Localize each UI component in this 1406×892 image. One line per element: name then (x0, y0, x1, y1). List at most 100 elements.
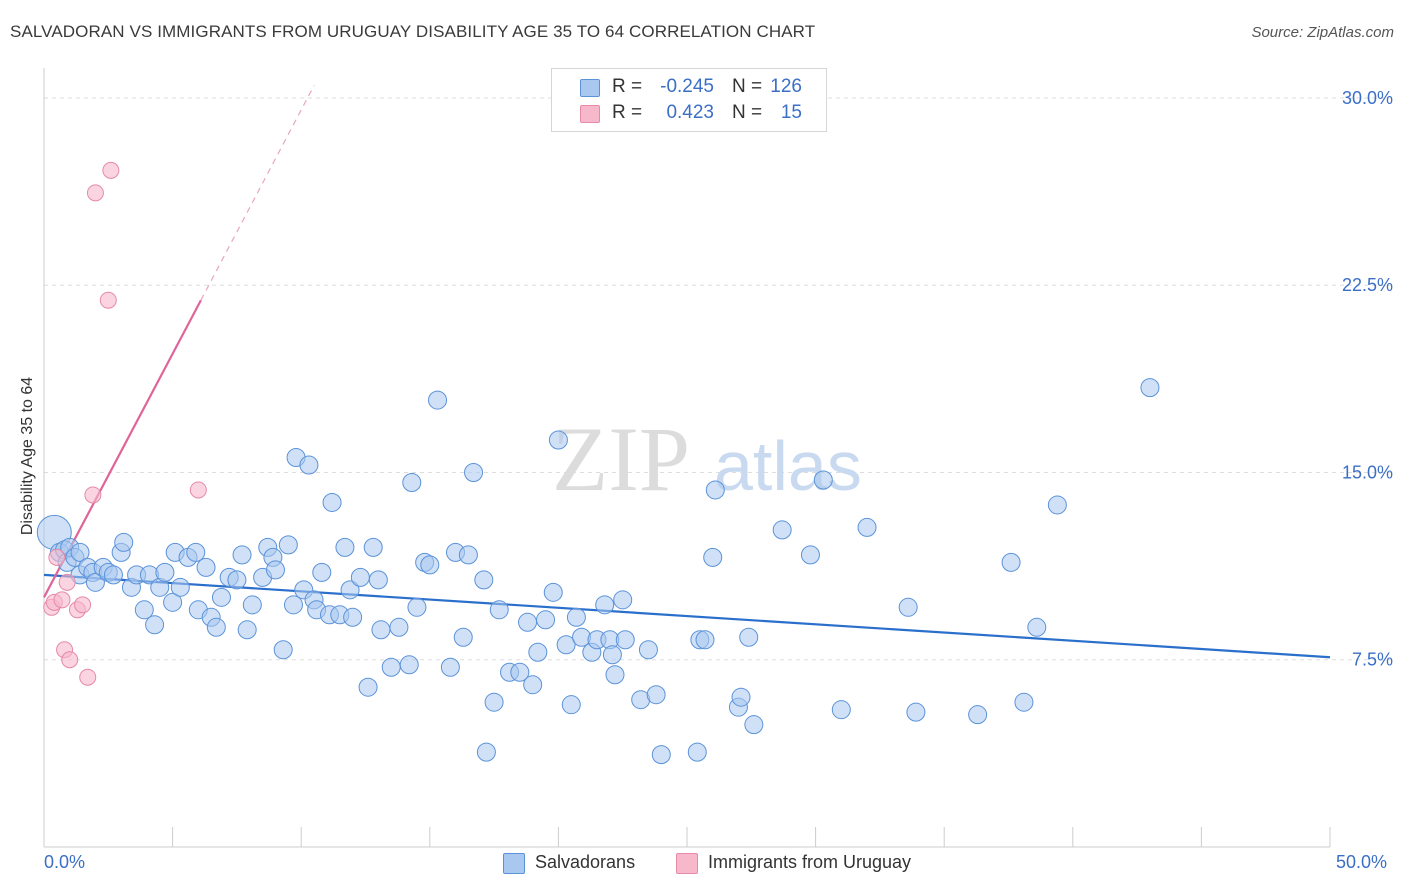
axes (43, 68, 1331, 848)
y-tick-label: 30.0% (1342, 88, 1393, 108)
legend-n-label: N = (732, 76, 763, 97)
data-point-salvadorans (528, 642, 548, 662)
data-point-salvadorans (536, 610, 556, 630)
data-point-salvadorans (687, 742, 707, 762)
data-point-salvadorans (705, 480, 725, 500)
data-point-salvadorans (1047, 495, 1067, 515)
chart-title: SALVADORAN VS IMMIGRANTS FROM URUGUAY DI… (10, 22, 816, 41)
data-point-salvadorans (489, 600, 509, 620)
y-tick-label: 22.5% (1342, 275, 1393, 295)
data-point-salvadorans (358, 677, 378, 697)
data-point-salvadorans (283, 595, 303, 615)
data-point-salvadorans (420, 555, 440, 575)
data-point-uruguay (61, 651, 79, 669)
data-point-salvadorans (299, 455, 319, 475)
data-point-salvadorans (476, 742, 496, 762)
data-point-salvadorans (145, 615, 165, 635)
bottom-legend-label-salvadorans: Salvadorans (535, 852, 636, 872)
data-point-salvadorans (1027, 617, 1047, 637)
x-axis-max-label: 50.0% (1336, 852, 1388, 872)
data-point-salvadorans (114, 532, 134, 552)
data-point-salvadorans (227, 570, 247, 590)
data-point-salvadorans (278, 535, 298, 555)
data-point-salvadorans (739, 627, 759, 647)
data-point-salvadorans (646, 685, 666, 705)
legend-row-uruguay: R = 0.423 N = 15 (552, 100, 826, 126)
data-point-salvadorans (518, 612, 538, 632)
data-point-salvadorans (556, 635, 576, 655)
data-point-salvadorans (1140, 378, 1160, 398)
data-point-salvadorans (857, 517, 877, 537)
data-point-salvadorans (170, 577, 190, 597)
data-point-salvadorans (898, 597, 918, 617)
data-point-salvadorans (196, 557, 216, 577)
data-point-salvadorans (613, 590, 633, 610)
data-point-salvadorans (831, 700, 851, 720)
data-point-salvadorans (1001, 552, 1021, 572)
legend-n-value: 126 (770, 76, 802, 97)
data-point-salvadorans (371, 620, 391, 640)
data-point-salvadorans (428, 390, 448, 410)
y-tick-label: 15.0% (1342, 462, 1393, 482)
legend-r-value: 0.423 (666, 102, 714, 123)
bottom-legend-label-uruguay: Immigrants from Uruguay (708, 852, 912, 872)
data-point-uruguay (86, 184, 104, 202)
gridlines (44, 97, 1393, 661)
data-point-salvadorans (312, 562, 332, 582)
data-point-salvadorans (368, 570, 388, 590)
trend-line-uruguay-extension (200, 85, 315, 301)
data-point-salvadorans (402, 472, 422, 492)
data-point-salvadorans (813, 470, 833, 490)
data-point-salvadorans (615, 630, 635, 650)
data-point-salvadorans (695, 630, 715, 650)
data-point-uruguay (53, 591, 71, 609)
data-point-salvadorans (340, 580, 360, 600)
x-axis-min-label: 0.0% (44, 852, 86, 872)
data-point-salvadorans (265, 560, 285, 580)
data-point-salvadorans (163, 592, 183, 612)
data-point-salvadorans (595, 595, 615, 615)
legend-r-value: -0.245 (660, 76, 714, 97)
data-point-salvadorans (343, 607, 363, 627)
data-point-uruguay (48, 548, 66, 566)
data-point-salvadorans (602, 645, 622, 665)
data-point-uruguay (58, 573, 76, 591)
data-point-salvadorans (363, 537, 383, 557)
data-point-salvadorans (440, 657, 460, 677)
data-point-salvadorans (561, 695, 581, 715)
data-point-salvadorans (772, 520, 792, 540)
trend-line-salvadorans (43, 573, 1331, 659)
data-points (36, 161, 1160, 765)
data-point-salvadorans (510, 662, 530, 682)
data-point-salvadorans (206, 617, 226, 637)
data-point-salvadorans (85, 572, 105, 592)
data-point-uruguay (79, 668, 97, 686)
data-point-salvadorans (186, 542, 206, 562)
data-point-salvadorans (381, 657, 401, 677)
data-point-salvadorans (1014, 692, 1034, 712)
data-point-salvadorans (464, 462, 484, 482)
y-axis-label: Disability Age 35 to 64 (19, 376, 36, 536)
data-point-salvadorans (399, 655, 419, 675)
data-point-salvadorans (453, 627, 473, 647)
data-point-salvadorans (548, 430, 568, 450)
watermark-atlas: atlas (714, 427, 862, 505)
data-point-salvadorans (322, 492, 342, 512)
data-point-uruguay (74, 596, 92, 614)
data-point-salvadorans (703, 547, 723, 567)
data-point-salvadorans (638, 640, 658, 660)
data-point-salvadorans (237, 620, 257, 640)
watermark: ZIP atlas (552, 408, 862, 510)
data-point-salvadorans (335, 537, 355, 557)
legend-n-value: 15 (780, 102, 802, 123)
data-point-uruguay (84, 486, 102, 504)
data-point-salvadorans (474, 570, 494, 590)
data-point-salvadorans (543, 582, 563, 602)
data-point-salvadorans (458, 545, 478, 565)
data-point-uruguay (189, 481, 207, 499)
data-point-salvadorans (566, 607, 586, 627)
legend-row-salvadorans: R = -0.245 N = 126 (552, 74, 826, 100)
legend-n-label: N = (732, 102, 763, 123)
data-point-salvadorans (484, 692, 504, 712)
